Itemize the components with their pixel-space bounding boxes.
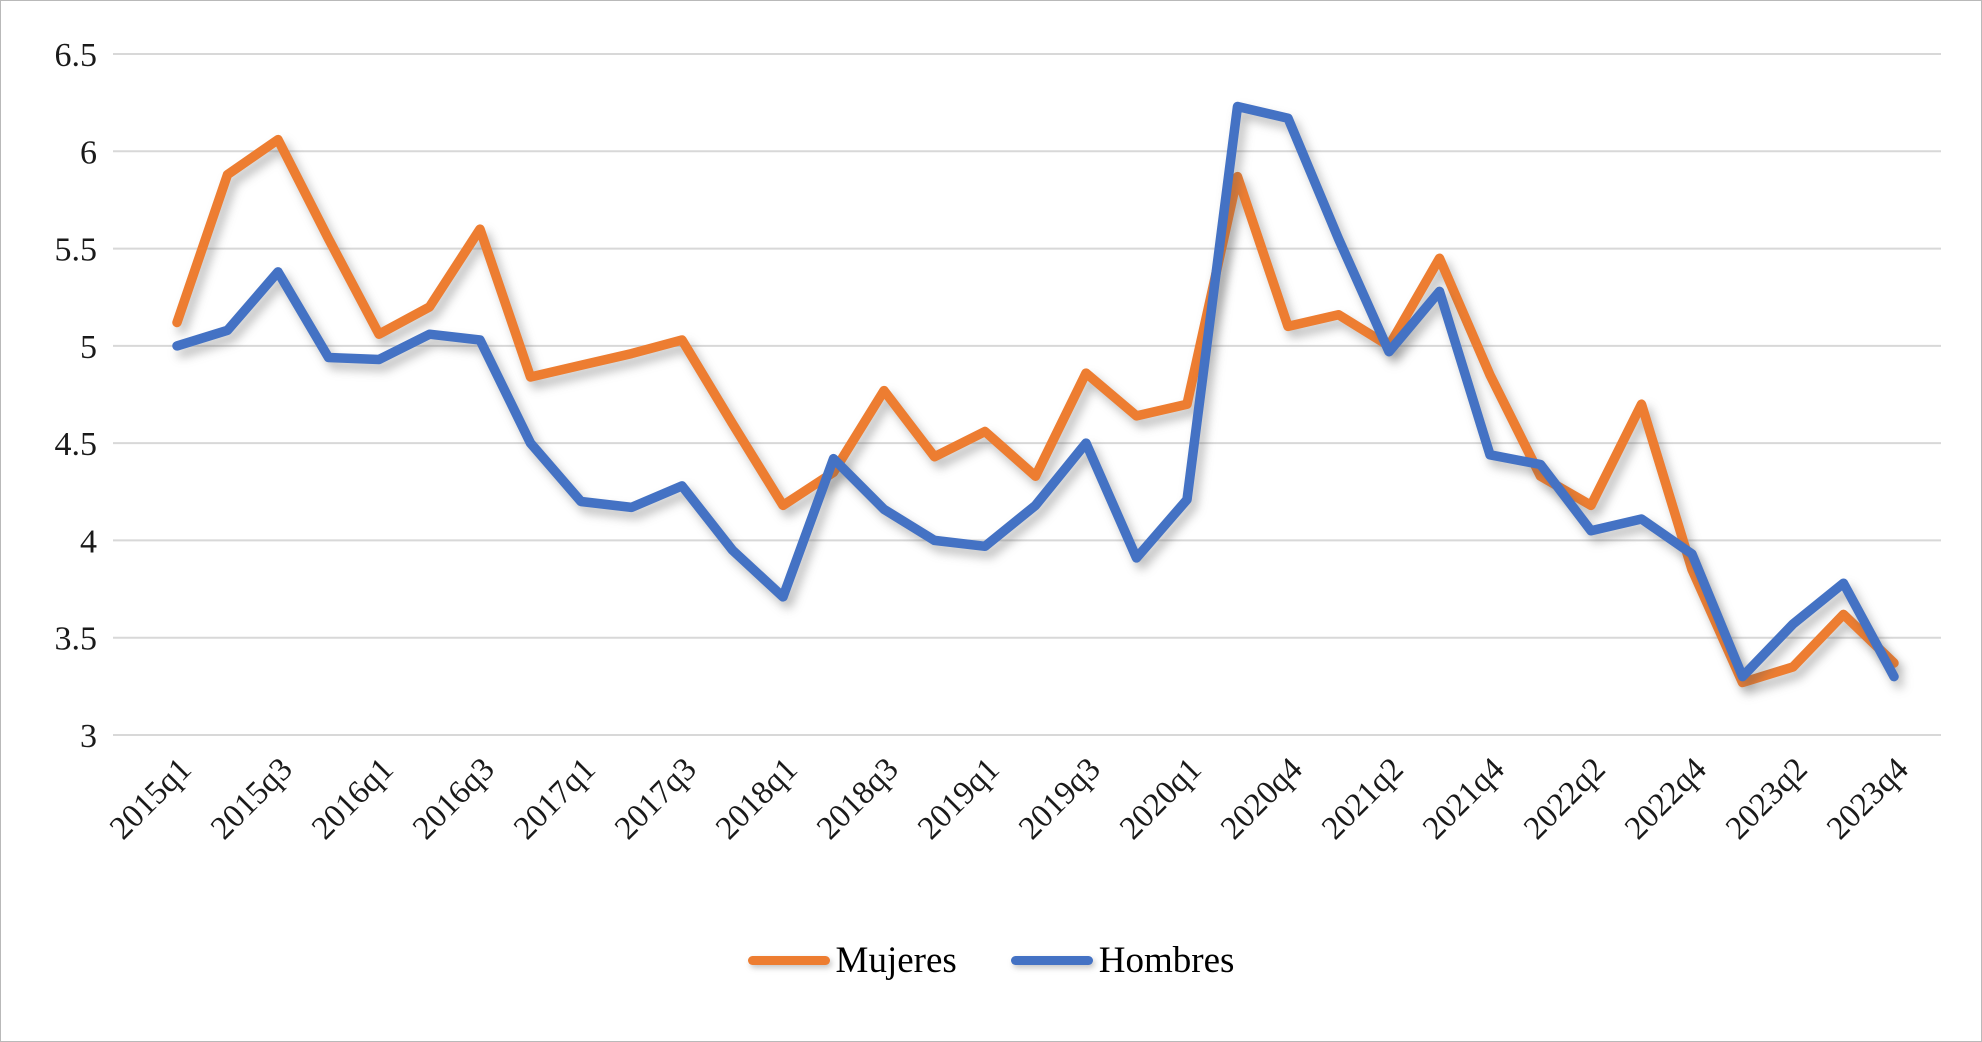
x-axis-tick-label: 2021q4: [1416, 751, 1511, 846]
x-axis-tick-label: 2018q1: [709, 751, 804, 846]
x-axis-tick-label: 2017q3: [608, 751, 703, 846]
mujeres-line-swatch: [747, 956, 830, 965]
series-line-mujeres: [172, 134, 1899, 688]
y-axis-tick-label: 4: [80, 523, 97, 560]
chart-legend: Mujeres Hombres: [1, 939, 1981, 982]
x-axis-tick-label: 2022q4: [1618, 751, 1713, 846]
y-axis-tick-label: 6: [80, 134, 97, 171]
y-axis-tick-label: 5: [80, 329, 97, 366]
x-axis-tick-label: 2023q4: [1820, 751, 1915, 846]
legend-label-hombres: Hombres: [1098, 940, 1235, 981]
legend-item-mujeres: Mujeres: [747, 939, 957, 982]
x-axis-tick-label: 2015q1: [103, 751, 198, 846]
x-axis-tick-label: 2021q2: [1315, 751, 1410, 846]
x-axis-tick-label: 2022q2: [1517, 751, 1612, 846]
legend-item-hombres: Hombres: [1010, 939, 1235, 982]
x-axis-tick-label: 2016q1: [305, 751, 400, 846]
x-axis-tick-label: 2020q4: [1214, 751, 1309, 846]
x-axis-tick-label: 2019q3: [1012, 751, 1107, 846]
series-line-hombres: [172, 101, 1899, 682]
x-axis-tick-label: 2015q3: [204, 751, 299, 846]
legend-label-mujeres: Mujeres: [835, 940, 957, 981]
y-axis-tick-label: 4.5: [55, 426, 98, 463]
x-axis-tick-label: 2019q1: [911, 751, 1006, 846]
y-axis-tick-label: 6.5: [55, 37, 98, 74]
x-axis-tick-label: 2020q1: [1113, 751, 1208, 846]
y-axis-tick-label: 5.5: [55, 232, 98, 269]
x-axis-tick-label: 2017q1: [507, 751, 602, 846]
y-axis-tick-label: 3.5: [55, 621, 98, 658]
x-axis-tick-label: 2016q3: [406, 751, 501, 846]
x-axis-tick-label: 2018q3: [810, 751, 905, 846]
y-axis-tick-label: 3: [80, 718, 97, 755]
hombres-line-swatch: [1010, 956, 1093, 965]
x-axis-tick-label: 2023q2: [1719, 751, 1814, 846]
